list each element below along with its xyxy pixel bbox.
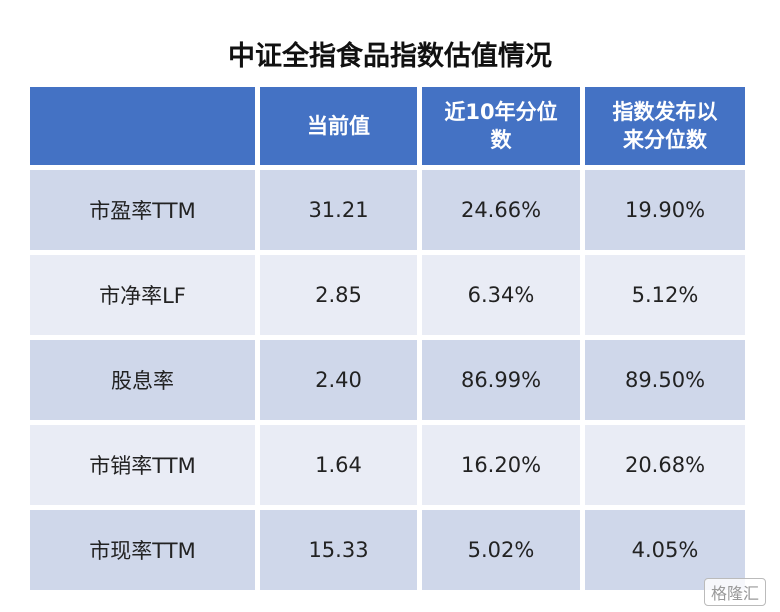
table-cell: 20.68% xyxy=(585,425,745,505)
row-label: 市盈率TTM xyxy=(30,170,255,250)
table-cell: 4.05% xyxy=(585,510,745,590)
table-cell: 5.02% xyxy=(422,510,580,590)
header-cell: 近10年分位数 xyxy=(422,87,580,165)
title: 中证全指食品指数估值情况 xyxy=(228,41,552,72)
row-label: 市销率TTM xyxy=(30,425,255,505)
row-label: 市现率TTM xyxy=(30,510,255,590)
table-cell: 15.33 xyxy=(260,510,417,590)
row-label: 股息率 xyxy=(30,340,255,420)
header-corner xyxy=(30,87,255,165)
table-cell: 1.64 xyxy=(260,425,417,505)
header-cell: 当前值 xyxy=(260,87,417,165)
table-cell: 31.21 xyxy=(260,170,417,250)
table-cell: 19.90% xyxy=(585,170,745,250)
table-cell: 2.40 xyxy=(260,340,417,420)
table-cell: 16.20% xyxy=(422,425,580,505)
watermark: 格隆汇 xyxy=(703,578,766,606)
header-cell: 指数发布以来分位数 xyxy=(585,87,745,165)
table-cell: 24.66% xyxy=(422,170,580,250)
row-label: 市净率LF xyxy=(30,255,255,335)
table-cell: 6.34% xyxy=(422,255,580,335)
table-cell: 2.85 xyxy=(260,255,417,335)
table-cell: 86.99% xyxy=(422,340,580,420)
table-cell: 89.50% xyxy=(585,340,745,420)
table-cell: 5.12% xyxy=(585,255,745,335)
table: 当前值 近10年分位数 指数发布以来分位数市盈率TTM 31.21 24.66% 19.9… xyxy=(30,87,745,590)
